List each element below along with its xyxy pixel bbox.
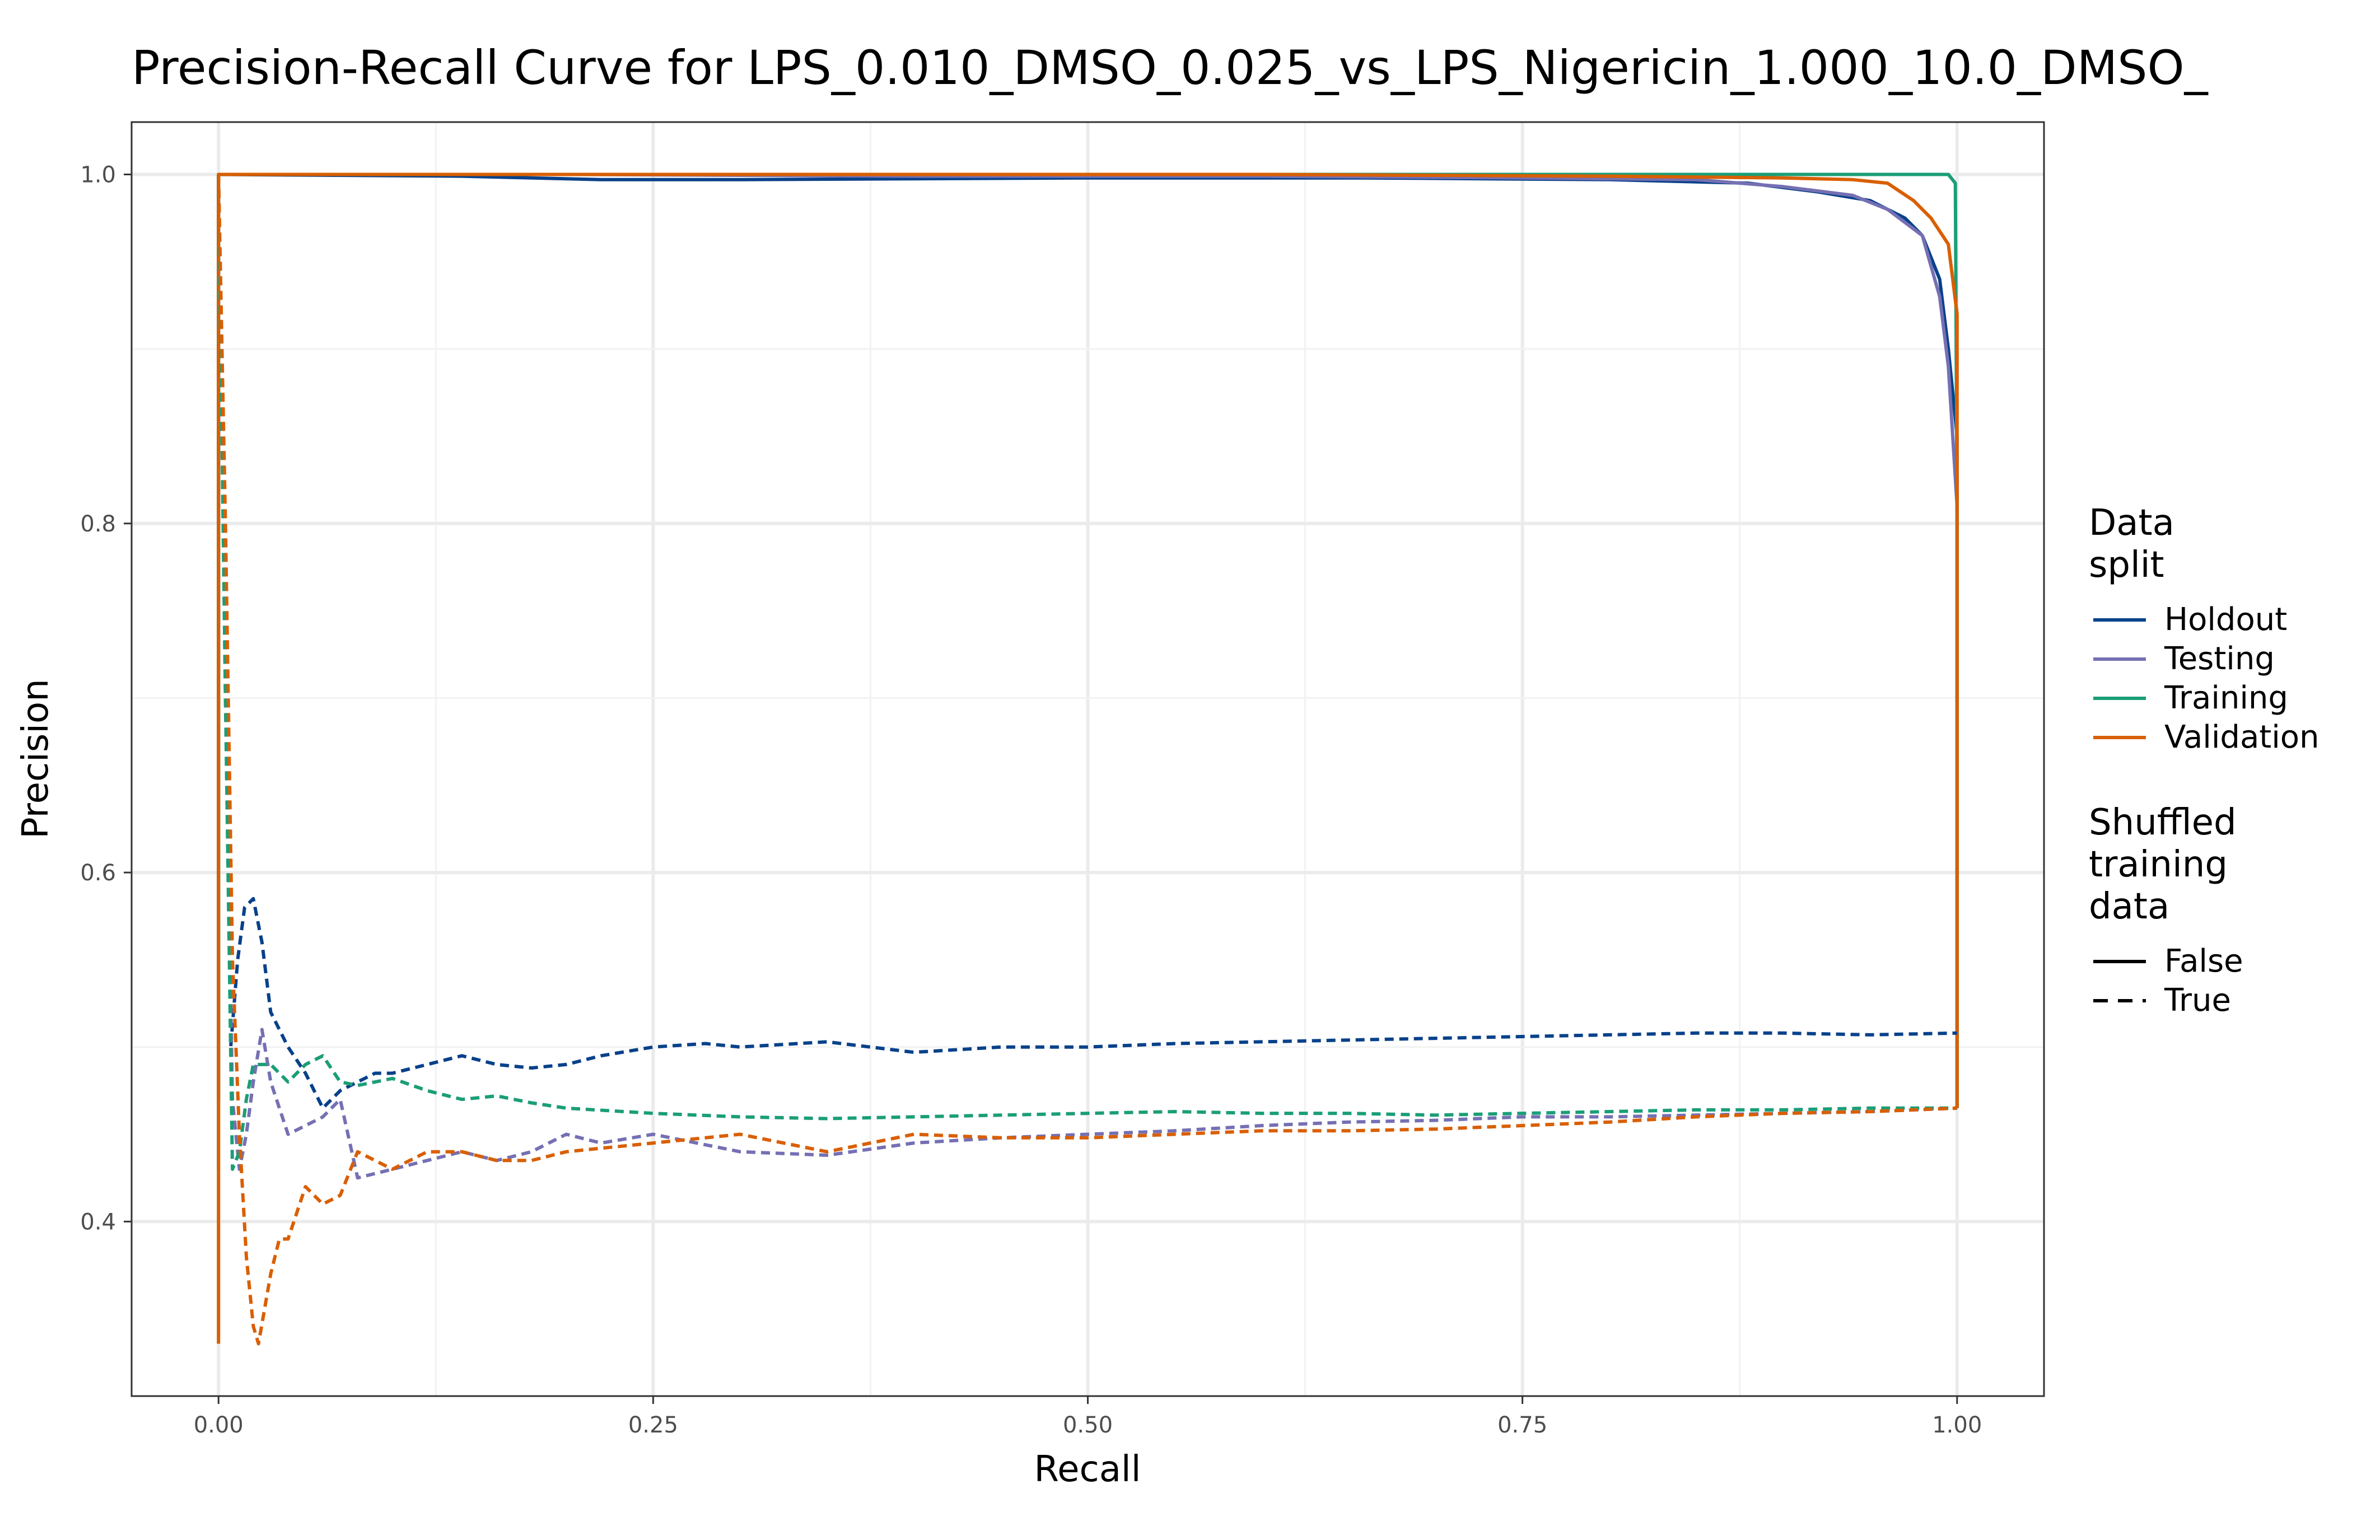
legend-label: Holdout	[2164, 601, 2287, 638]
legend-title: data	[2089, 886, 2169, 927]
legend-title: split	[2089, 544, 2164, 586]
x-tick-label: 0.75	[1497, 1412, 1547, 1438]
legend-title: Data	[2089, 502, 2174, 544]
series-training-shuffled	[217, 174, 1957, 1171]
x-tick-label: 1.00	[1932, 1412, 1982, 1438]
y-tick-label: 0.6	[80, 860, 116, 886]
series-testing-shuffled	[217, 174, 1957, 1180]
legend-label: Testing	[2164, 641, 2275, 677]
legend-label: Training	[2164, 680, 2288, 716]
x-tick-label: 0.25	[628, 1412, 678, 1438]
y-tick-label: 1.0	[80, 162, 116, 188]
series-holdout-shuffled	[217, 174, 1957, 1110]
x-tick-label: 0.00	[194, 1412, 244, 1438]
x-tick-label: 0.50	[1063, 1412, 1113, 1438]
legend-label: True	[2164, 982, 2231, 1019]
y-axis-title: Precision	[15, 679, 57, 839]
legend: DatasplitHoldoutTestingTrainingValidatio…	[2089, 502, 2320, 1019]
series-layer	[217, 172, 1959, 1346]
panel-grid	[132, 122, 2044, 1396]
y-tick-label: 0.8	[80, 511, 116, 537]
series-validation-unshuffled	[217, 172, 1959, 1344]
y-tick-label: 0.4	[80, 1209, 116, 1235]
legend-title: Shuffled	[2089, 802, 2237, 843]
x-axis-title: Recall	[1034, 1449, 1141, 1490]
legend-label: Validation	[2164, 719, 2320, 755]
axis-ticks: 0.00 0.25 0.50 0.75 1.00 0.4 0.6 0.8 1.0	[80, 162, 1982, 1438]
series-validation-shuffled	[217, 174, 1957, 1346]
legend-label: False	[2164, 943, 2243, 979]
legend-title: training	[2089, 844, 2228, 885]
chart-title: Precision-Recall Curve for LPS_0.010_DMS…	[132, 40, 2209, 95]
